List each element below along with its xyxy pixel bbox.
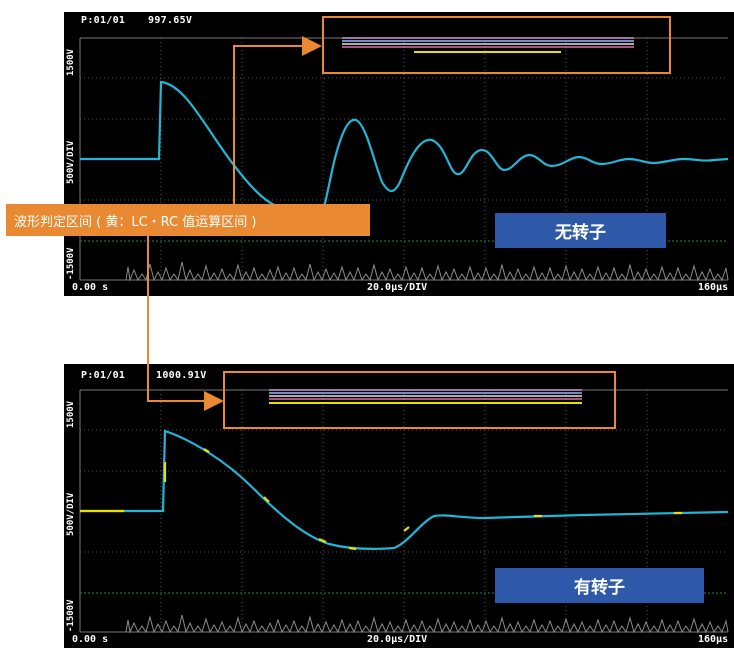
page-indicator-bottom: P:01/01 (81, 370, 126, 381)
noise-floor-top (125, 261, 729, 282)
scale-top-label-bottom: 1500V (66, 400, 76, 428)
grid-bottom (80, 390, 728, 632)
voltage-readout-top: 997.65V (148, 15, 193, 26)
judgement-frame-top (322, 16, 671, 74)
scale-top-label-top: 1500V (66, 48, 76, 76)
scope-top-screen (64, 12, 734, 296)
lc-rc-highlight (80, 448, 682, 551)
scope-bottom-screen (64, 364, 734, 648)
scope-bottom: P:01/01 1000.91V 1500V 500V/DIV -1500V 0… (64, 364, 734, 648)
judgement-frame-bottom (223, 371, 616, 429)
with-rotor-badge: 有转子 (495, 568, 704, 603)
time-end-bottom: 160µs (698, 634, 729, 645)
no-rotor-badge: 无转子 (495, 213, 666, 248)
noise-floor-bottom (125, 614, 729, 634)
time-div-top: 20.0µs/DIV (367, 282, 428, 293)
voltage-readout-bottom: 1000.91V (156, 370, 207, 381)
judgement-bars-top (342, 37, 634, 53)
scale-bottom-label-top: -1500V (66, 247, 76, 280)
scale-div-label-top: 500V/DIV (66, 140, 76, 184)
judgement-interval-callout: 波形判定区间 ( 黄：LC・RC 值运算区间 ) (6, 204, 370, 236)
judgement-bars-bottom (269, 389, 582, 404)
waveform-bottom (80, 429, 729, 551)
scope-top: P:01/01 997.65V 1500V 500V/DIV -1500V 0.… (64, 12, 734, 296)
scale-bottom-label-bottom: -1500V (66, 599, 76, 632)
time-start-top: 0.00 s (72, 282, 109, 293)
time-end-top: 160µs (698, 282, 729, 293)
page-indicator-top: P:01/01 (81, 15, 126, 26)
time-div-bottom: 20.0µs/DIV (367, 634, 428, 645)
scale-div-label-bottom: 500V/DIV (66, 492, 76, 536)
time-start-bottom: 0.00 s (72, 634, 109, 645)
